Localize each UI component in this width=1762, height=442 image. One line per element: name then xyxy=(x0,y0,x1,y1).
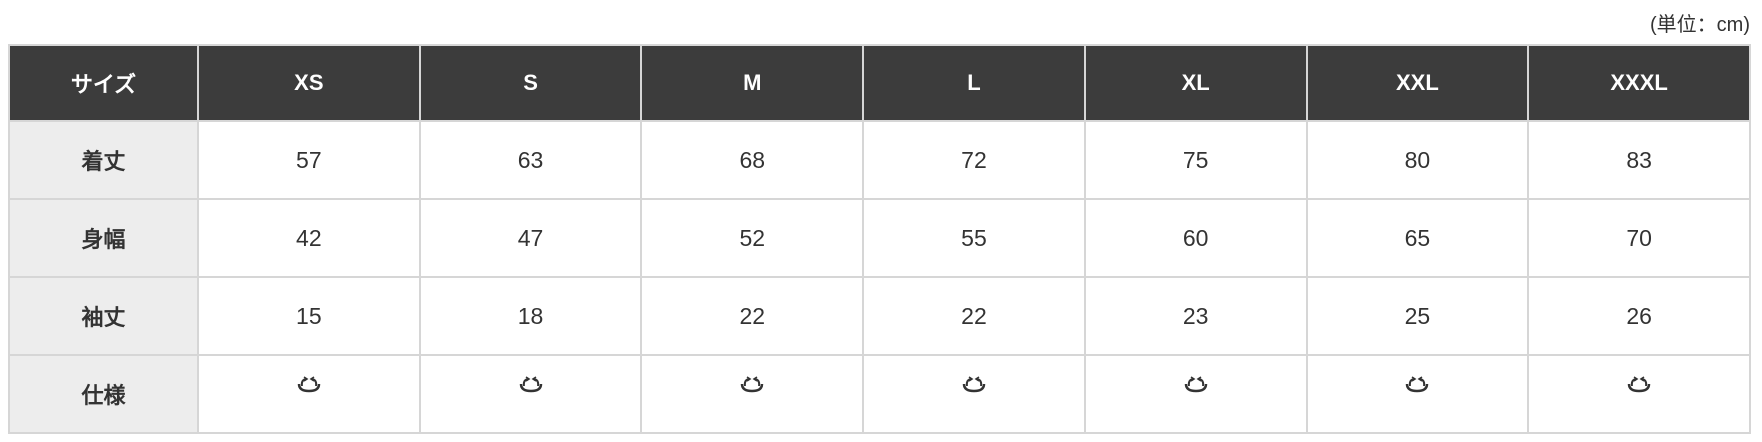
header-size-xxxl: XXXL xyxy=(1527,44,1751,122)
spec-glyph-icon xyxy=(961,374,987,400)
table-cell xyxy=(1527,354,1751,434)
table-cell: 68 xyxy=(640,120,865,200)
spec-glyph-icon xyxy=(296,374,322,400)
table-cell: 52 xyxy=(640,198,865,278)
row-label: 身幅 xyxy=(8,198,199,278)
table-cell: 23 xyxy=(1083,276,1308,356)
table-cell: 65 xyxy=(1305,198,1530,278)
table-cell: 63 xyxy=(418,120,643,200)
table-cell: 55 xyxy=(862,198,1086,278)
header-size-m: M xyxy=(640,44,865,122)
header-size-xxl: XXL xyxy=(1305,44,1530,122)
table-cell: 83 xyxy=(1527,120,1751,200)
table-cell: 22 xyxy=(640,276,865,356)
table-cell: 47 xyxy=(418,198,643,278)
table-row: 身幅 42 47 52 55 60 65 70 xyxy=(8,198,1751,278)
table-cell: 57 xyxy=(197,120,421,200)
table-cell: 15 xyxy=(197,276,421,356)
table-cell xyxy=(862,354,1086,434)
table-cell xyxy=(640,354,865,434)
header-size-s: S xyxy=(418,44,643,122)
header-row: サイズ XS S M L XL XXL XXXL xyxy=(8,44,1751,122)
table-row: 着丈 57 63 68 72 75 80 83 xyxy=(8,120,1751,200)
size-chart-table: サイズ XS S M L XL XXL XXXL 着丈 57 63 68 72 75 80 83 身幅 42 47… xyxy=(8,44,1751,434)
header-size-xl: XL xyxy=(1083,44,1308,122)
table-cell: 22 xyxy=(862,276,1086,356)
table-row: 袖丈 15 18 22 22 23 25 26 xyxy=(8,276,1751,356)
table-cell: 80 xyxy=(1305,120,1530,200)
row-label: 着丈 xyxy=(8,120,199,200)
table-cell xyxy=(197,354,421,434)
table-cell xyxy=(418,354,643,434)
table-cell: 18 xyxy=(418,276,643,356)
table-cell: 72 xyxy=(862,120,1086,200)
table-cell: 60 xyxy=(1083,198,1308,278)
header-size-label: サイズ xyxy=(8,44,199,122)
table-cell: 26 xyxy=(1527,276,1751,356)
table-cell: 42 xyxy=(197,198,421,278)
table-cell xyxy=(1083,354,1308,434)
spec-glyph-icon xyxy=(1183,374,1209,400)
spec-glyph-icon xyxy=(739,374,765,400)
spec-glyph-icon xyxy=(1404,374,1430,400)
spec-glyph-icon xyxy=(518,374,544,400)
table-cell: 75 xyxy=(1083,120,1308,200)
table-cell xyxy=(1305,354,1530,434)
table-cell: 25 xyxy=(1305,276,1530,356)
row-label: 仕様 xyxy=(8,354,199,434)
table-cell: 70 xyxy=(1527,198,1751,278)
unit-note: (単位：cm) xyxy=(1650,14,1750,36)
spec-glyph-icon xyxy=(1626,374,1652,400)
row-label: 袖丈 xyxy=(8,276,199,356)
header-size-xs: XS xyxy=(197,44,421,122)
header-size-l: L xyxy=(862,44,1086,122)
table-row-spec: 仕様 xyxy=(8,354,1751,434)
